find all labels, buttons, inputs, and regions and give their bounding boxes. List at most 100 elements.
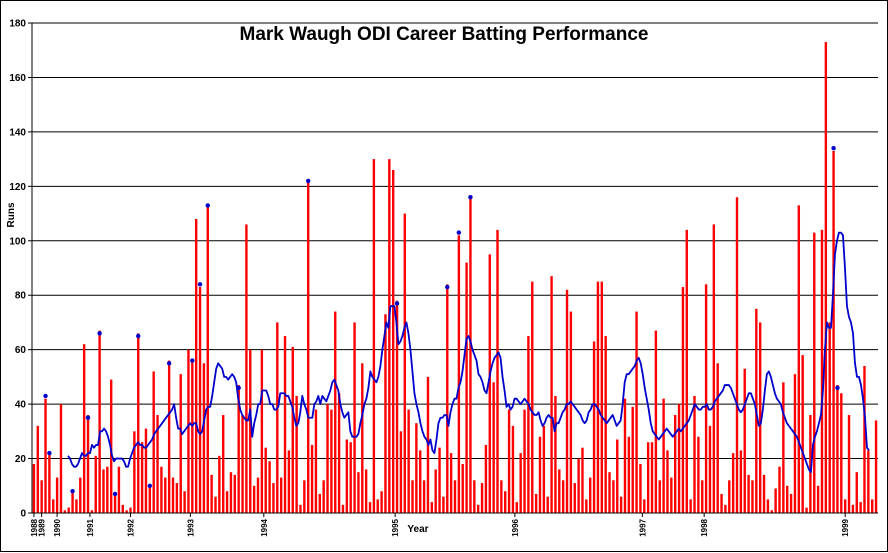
bar-34	[164, 477, 167, 513]
not-out-marker-3	[236, 385, 241, 390]
bar-162	[658, 480, 661, 513]
bar-94	[395, 300, 399, 513]
bar-96	[403, 213, 406, 513]
bar-35	[167, 360, 171, 513]
bar-197	[793, 374, 797, 513]
x-tick-label-1996: 1996	[511, 518, 520, 536]
bar-39	[183, 491, 186, 513]
bar-188	[758, 322, 762, 513]
bar-168	[681, 287, 685, 513]
bar-13	[82, 344, 86, 513]
bar-82	[349, 442, 352, 513]
bar-2	[40, 480, 43, 513]
bar-132	[542, 425, 546, 513]
bar-157	[639, 464, 642, 513]
bar-54	[241, 415, 244, 513]
bar-192	[774, 488, 777, 513]
bar-166	[673, 415, 677, 513]
bar-63	[276, 322, 279, 513]
bar-160	[650, 442, 654, 513]
bar-105	[438, 447, 441, 513]
x-tick-label-1993: 1993	[186, 518, 195, 536]
bar-4	[48, 453, 51, 513]
bar-8	[63, 510, 67, 513]
x-tick-label-1994: 1994	[260, 518, 269, 536]
bar-159	[646, 442, 650, 513]
bar-173	[701, 480, 704, 513]
bar-134	[550, 276, 553, 513]
not-out-marker-11	[85, 415, 91, 420]
bar-184	[743, 368, 746, 513]
bar-212	[851, 504, 855, 513]
bar-127	[523, 409, 526, 513]
bar-170	[689, 499, 692, 513]
bar-206	[828, 322, 831, 513]
grid-lines	[32, 22, 878, 460]
bar-215	[863, 366, 866, 513]
y-tick-label-120: 120	[9, 182, 26, 193]
bar-36	[171, 477, 175, 513]
bar-65	[283, 336, 287, 513]
bar-117	[484, 444, 488, 513]
bar-66	[287, 450, 291, 513]
bar-6	[55, 477, 59, 513]
bar-14	[86, 415, 90, 513]
bar-76	[326, 404, 329, 513]
bar-191	[770, 510, 773, 513]
bar-75	[322, 480, 325, 513]
bar-121	[500, 480, 503, 513]
bar-46	[210, 474, 213, 513]
bar-213	[855, 472, 858, 513]
bar-177	[716, 363, 719, 513]
bar-190	[766, 499, 770, 513]
bar-98	[411, 480, 414, 513]
bar-140	[573, 483, 576, 513]
bar-97	[407, 409, 410, 513]
bar-147	[600, 281, 603, 513]
bar-205	[824, 42, 828, 514]
bar-103	[430, 502, 434, 513]
bar-156	[635, 311, 638, 513]
bar-71	[307, 180, 310, 513]
bar-40	[187, 349, 190, 513]
bar-124	[511, 425, 515, 513]
not-out-marker-17	[456, 230, 462, 235]
bar-28	[140, 442, 144, 513]
bar-100	[419, 450, 422, 513]
bar-3	[44, 398, 47, 513]
bar-195	[786, 485, 789, 513]
y-tick-label-100: 100	[9, 236, 26, 247]
bar-110	[457, 235, 461, 513]
not-out-marker-12	[445, 284, 450, 290]
bar-201	[809, 415, 812, 513]
bar-129	[531, 281, 534, 513]
bar-49	[222, 415, 225, 513]
bar-158	[643, 499, 646, 513]
y-tick-label-180: 180	[9, 19, 26, 30]
bar-169	[685, 229, 688, 513]
bar-69	[299, 504, 302, 513]
y-tick-label-20: 20	[15, 454, 27, 465]
bar-164	[666, 450, 669, 513]
bar-150	[612, 480, 615, 513]
bar-111	[461, 464, 464, 513]
x-tick-label-1988: 1988	[30, 518, 39, 536]
bar-208	[836, 385, 839, 513]
bar-0	[32, 464, 36, 513]
bar-19	[106, 466, 109, 513]
bar-185	[747, 474, 750, 513]
bar-43	[198, 287, 202, 513]
bar-152	[619, 496, 623, 513]
bar-26	[133, 431, 136, 513]
bar-23	[121, 504, 124, 513]
bar-122	[504, 491, 507, 513]
bar-178	[720, 493, 723, 513]
bar-163	[662, 398, 665, 513]
not-out-marker-19	[190, 358, 195, 363]
y-tick-label-140: 140	[9, 127, 26, 138]
bar-194	[782, 382, 785, 513]
bar-58	[256, 477, 260, 513]
bar-104	[434, 469, 437, 513]
bar-29	[144, 428, 148, 513]
bar-50	[225, 491, 229, 513]
